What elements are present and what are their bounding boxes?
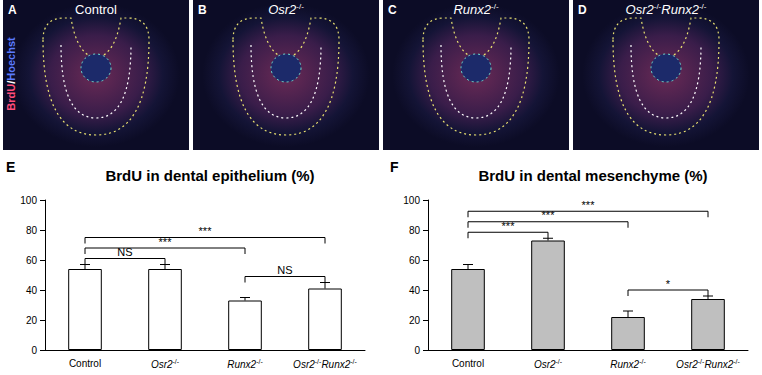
svg-text:***: *** <box>199 225 213 237</box>
svg-text:BrdU in dental epithelium (%): BrdU in dental epithelium (%) <box>105 167 314 184</box>
html-text:Osr2-/-: Osr2-/- <box>268 2 304 18</box>
svg-text:Control: Control <box>69 358 101 369</box>
svg-text:Runx2: Runx2 <box>227 359 256 370</box>
html-text:BrdU: BrdU <box>5 83 17 111</box>
svg-text:20: 20 <box>26 315 38 326</box>
svg-text:Osr2: Osr2 <box>534 359 556 370</box>
svg-text:0: 0 <box>31 345 37 356</box>
html-text:Runx2-/-: Runx2-/- <box>453 2 499 18</box>
svg-text:0: 0 <box>414 345 420 356</box>
svg-text:Runx2: Runx2 <box>610 359 639 370</box>
svg-text:100: 100 <box>403 195 420 206</box>
svg-text:-/-: -/- <box>733 358 740 365</box>
svg-text:BrdU in dental mesenchyme (%): BrdU in dental mesenchyme (%) <box>478 167 707 184</box>
html-text:D: D <box>578 3 587 17</box>
svg-text:Osr2: Osr2 <box>293 359 315 370</box>
svg-text:Osr2: Osr2 <box>151 359 173 370</box>
svg-text:-/-: -/- <box>556 358 563 365</box>
html-text:B: B <box>198 3 207 17</box>
svg-text:100: 100 <box>20 195 37 206</box>
svg-text:40: 40 <box>409 285 421 296</box>
svg-text:60: 60 <box>26 255 38 266</box>
svg-text:-/-: -/- <box>173 358 180 365</box>
svg-text:Runx2: Runx2 <box>321 359 350 370</box>
svg-text:-/-: -/- <box>256 358 263 365</box>
svg-text:60: 60 <box>409 255 421 266</box>
svg-text:80: 80 <box>409 225 421 236</box>
html-text:A: A <box>8 3 17 17</box>
svg-text:40: 40 <box>26 285 38 296</box>
svg-text:***: *** <box>582 199 596 211</box>
html-text:Control: Control <box>75 2 117 17</box>
svg-text:F: F <box>390 159 399 175</box>
svg-text:*: * <box>666 278 671 290</box>
svg-text:-/-: -/- <box>350 358 357 365</box>
svg-text:-/-: -/- <box>639 358 646 365</box>
svg-text:80: 80 <box>26 225 38 236</box>
svg-text:20: 20 <box>409 315 421 326</box>
html-text:Osr2-/-Runx2-/-: Osr2-/-Runx2-/- <box>625 2 707 18</box>
html-text:Hoechst: Hoechst <box>5 37 17 81</box>
svg-text:Runx2: Runx2 <box>704 359 733 370</box>
svg-text:Osr2: Osr2 <box>676 359 698 370</box>
svg-text:E: E <box>6 159 15 175</box>
svg-text:Control: Control <box>452 358 484 369</box>
svg-text:NS: NS <box>277 264 292 276</box>
html-text:C: C <box>388 3 397 17</box>
svg-text:NS: NS <box>117 246 133 258</box>
